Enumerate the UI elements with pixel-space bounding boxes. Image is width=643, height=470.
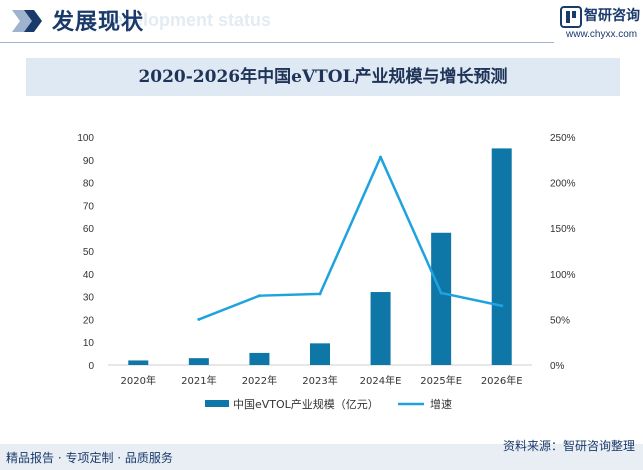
x-tick-label: 2020年 bbox=[121, 374, 156, 387]
bar bbox=[128, 360, 149, 365]
x-tick-label: 2023年 bbox=[302, 374, 337, 387]
left-tick-label: 50 bbox=[83, 247, 95, 258]
x-tick-label: 2021年 bbox=[181, 374, 216, 387]
line-point bbox=[500, 304, 504, 308]
header: Development status 发展现状 智研咨询 www.chyxx.c… bbox=[0, 0, 643, 46]
legend-bar-label: 中国eVTOL产业规模（亿元） bbox=[233, 397, 379, 411]
line-point bbox=[197, 317, 201, 321]
line-point bbox=[318, 292, 322, 296]
brand-logo-icon bbox=[560, 6, 582, 28]
right-tick-label: 250% bbox=[550, 133, 576, 144]
line-point bbox=[257, 294, 261, 298]
left-tick-label: 60 bbox=[83, 224, 95, 235]
bar bbox=[491, 148, 512, 365]
brand-name: 智研咨询 bbox=[584, 8, 640, 24]
x-tick-label: 2022年 bbox=[242, 374, 277, 387]
bar bbox=[431, 232, 452, 365]
right-tick-label: 200% bbox=[550, 179, 576, 190]
line-point bbox=[379, 155, 383, 159]
source-note: 资料来源：智研咨询整理 bbox=[502, 439, 635, 453]
bar bbox=[310, 343, 330, 365]
left-tick-label: 20 bbox=[83, 315, 95, 326]
bar bbox=[370, 292, 391, 365]
footer: 精品报告 · 专项定制 · 品质服务 bbox=[0, 444, 643, 470]
legend-line-label: 增速 bbox=[430, 397, 452, 411]
left-tick-label: 0 bbox=[88, 361, 94, 372]
chart-area: 0 10 20 30 40 50 60 70 80 90 100 0% 50% 100% 150% 200% 2… bbox=[77, 133, 576, 411]
left-tick-label: 100 bbox=[77, 133, 94, 144]
right-tick-label: 100% bbox=[550, 270, 576, 281]
legend-bar-swatch bbox=[205, 400, 229, 407]
left-tick-label: 80 bbox=[83, 179, 95, 190]
x-tick-label: 2024年E bbox=[360, 374, 402, 387]
page-title: 发展现状 bbox=[52, 10, 145, 35]
left-tick-label: 30 bbox=[83, 293, 95, 304]
chart-title: 2020-2026年中国eVTOL产业规模与增长预测 bbox=[26, 58, 620, 96]
left-tick-label: 70 bbox=[83, 201, 95, 212]
right-tick-label: 0% bbox=[550, 361, 565, 372]
left-tick-label: 90 bbox=[83, 156, 95, 167]
header-chevron-icon bbox=[12, 10, 42, 32]
site-url[interactable]: www.chyxx.com bbox=[566, 29, 638, 40]
header-divider bbox=[0, 42, 554, 43]
right-tick-label: 50% bbox=[550, 315, 570, 326]
line-point bbox=[439, 291, 443, 295]
bar bbox=[249, 352, 270, 365]
growth-line bbox=[198, 155, 502, 321]
left-tick-label: 10 bbox=[83, 338, 95, 349]
header-ghost-text: Development status bbox=[100, 10, 272, 30]
x-tick-label: 2025年E bbox=[420, 374, 462, 387]
footer-slogan: 精品报告 · 专项定制 · 品质服务 bbox=[6, 451, 173, 465]
right-tick-label: 150% bbox=[550, 224, 576, 235]
x-tick-label: 2026年E bbox=[481, 374, 523, 387]
left-tick-label: 40 bbox=[83, 270, 95, 281]
bar bbox=[188, 358, 209, 365]
